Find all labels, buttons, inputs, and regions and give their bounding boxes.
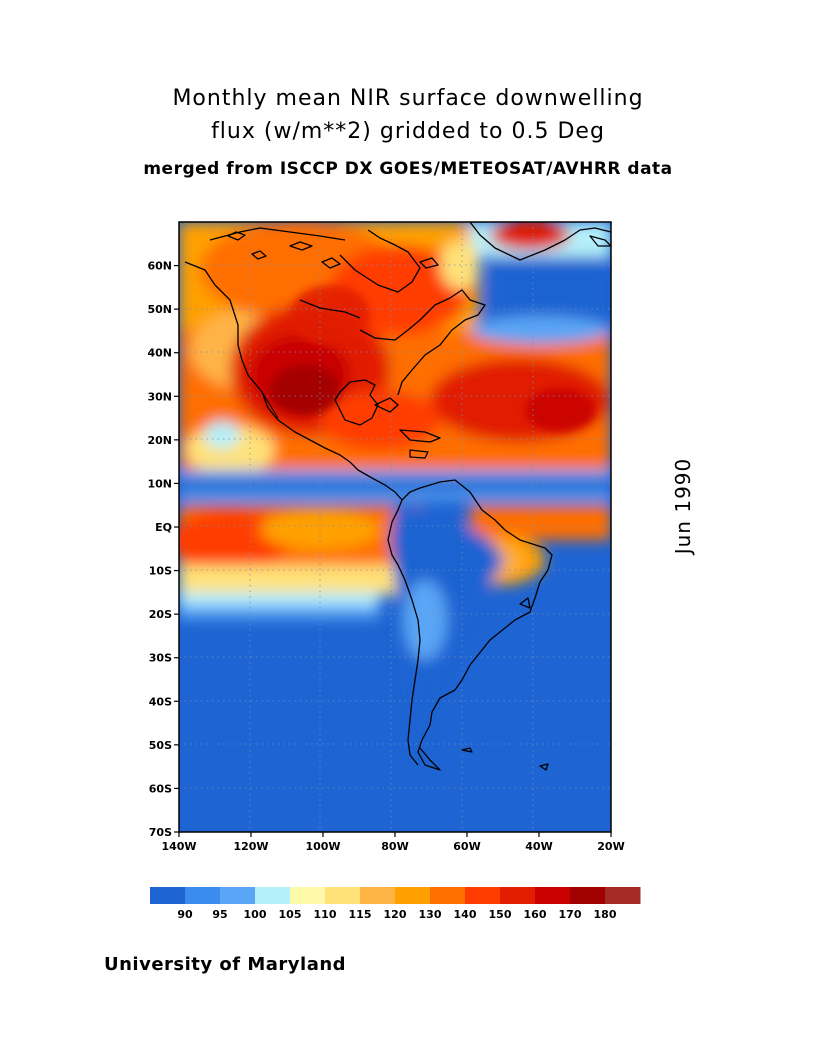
colorbar-swatch bbox=[570, 887, 606, 904]
colorbar-label: 180 bbox=[594, 908, 617, 921]
colorbar-swatch bbox=[465, 887, 501, 904]
lat-tick-label: 30S bbox=[149, 652, 172, 665]
footer-credit: University of Maryland bbox=[104, 954, 347, 975]
colorbar-label: 150 bbox=[489, 908, 512, 921]
subtitle: merged from ISCCP DX GOES/METEOSAT/AVHRR… bbox=[143, 159, 673, 179]
lon-tick-label: 140W bbox=[161, 840, 196, 853]
colorbar-swatch bbox=[290, 887, 326, 904]
colorbar-swatch bbox=[535, 887, 571, 904]
colorbar: 90 95 100 105 110 115 120 130 140 150 160 170 180 bbox=[150, 887, 641, 921]
date-label: Jun 1990 bbox=[671, 457, 695, 555]
colorbar-label: 100 bbox=[244, 908, 267, 921]
colorbar-swatch bbox=[220, 887, 256, 904]
colorbar-label: 105 bbox=[279, 908, 302, 921]
lat-tick-label: 10S bbox=[149, 565, 172, 578]
colorbar-swatch bbox=[360, 887, 396, 904]
colorbar-label: 90 bbox=[177, 908, 193, 921]
lon-tick-label: 20W bbox=[597, 840, 624, 853]
lon-tick-label: 80W bbox=[381, 840, 408, 853]
colorbar-swatch bbox=[150, 887, 186, 904]
colorbar-label: 140 bbox=[454, 908, 477, 921]
colorbar-swatch bbox=[395, 887, 431, 904]
colorbar-label: 170 bbox=[559, 908, 582, 921]
axes: 60N 50N 40N 30N 20N 10N EQ 10S 20S 30S 40S 50S 60S 70… bbox=[147, 260, 624, 853]
colorbar-swatch bbox=[430, 887, 466, 904]
lon-tick-label: 60W bbox=[453, 840, 480, 853]
colorbar-swatch bbox=[255, 887, 291, 904]
graticule bbox=[179, 222, 611, 832]
lon-tick-label: 120W bbox=[233, 840, 268, 853]
colorbar-label: 160 bbox=[524, 908, 547, 921]
colorbar-label: 115 bbox=[349, 908, 372, 921]
colorbar-swatch bbox=[325, 887, 361, 904]
colorbar-label: 110 bbox=[314, 908, 337, 921]
colorbar-swatch bbox=[185, 887, 221, 904]
map-field bbox=[179, 222, 611, 832]
colorbar-label: 130 bbox=[419, 908, 442, 921]
title-line-2: flux (w/m**2) gridded to 0.5 Deg bbox=[211, 119, 605, 144]
coastlines bbox=[184, 222, 611, 771]
lat-tick-label: 20N bbox=[147, 434, 172, 447]
lat-tick-label: 60N bbox=[147, 260, 172, 273]
colorbar-swatch bbox=[500, 887, 536, 904]
lat-tick-label: 50N bbox=[147, 303, 172, 316]
lon-tick-label: 100W bbox=[305, 840, 340, 853]
lat-tick-label: 70S bbox=[149, 826, 172, 839]
colorbar-label: 95 bbox=[212, 908, 227, 921]
lat-tick-label: 60S bbox=[149, 782, 172, 795]
lat-tick-label: EQ bbox=[155, 521, 172, 534]
lat-tick-label: 50S bbox=[149, 739, 172, 752]
colorbar-swatch bbox=[605, 887, 641, 904]
lat-tick-label: 40N bbox=[147, 347, 172, 360]
lat-tick-label: 30N bbox=[147, 390, 172, 403]
lat-tick-label: 20S bbox=[149, 608, 172, 621]
lat-tick-label: 10N bbox=[147, 477, 172, 490]
lon-tick-label: 40W bbox=[525, 840, 552, 853]
lat-tick-label: 40S bbox=[149, 695, 172, 708]
title-line-1: Monthly mean NIR surface downwelling bbox=[172, 86, 644, 111]
colorbar-label: 120 bbox=[384, 908, 407, 921]
